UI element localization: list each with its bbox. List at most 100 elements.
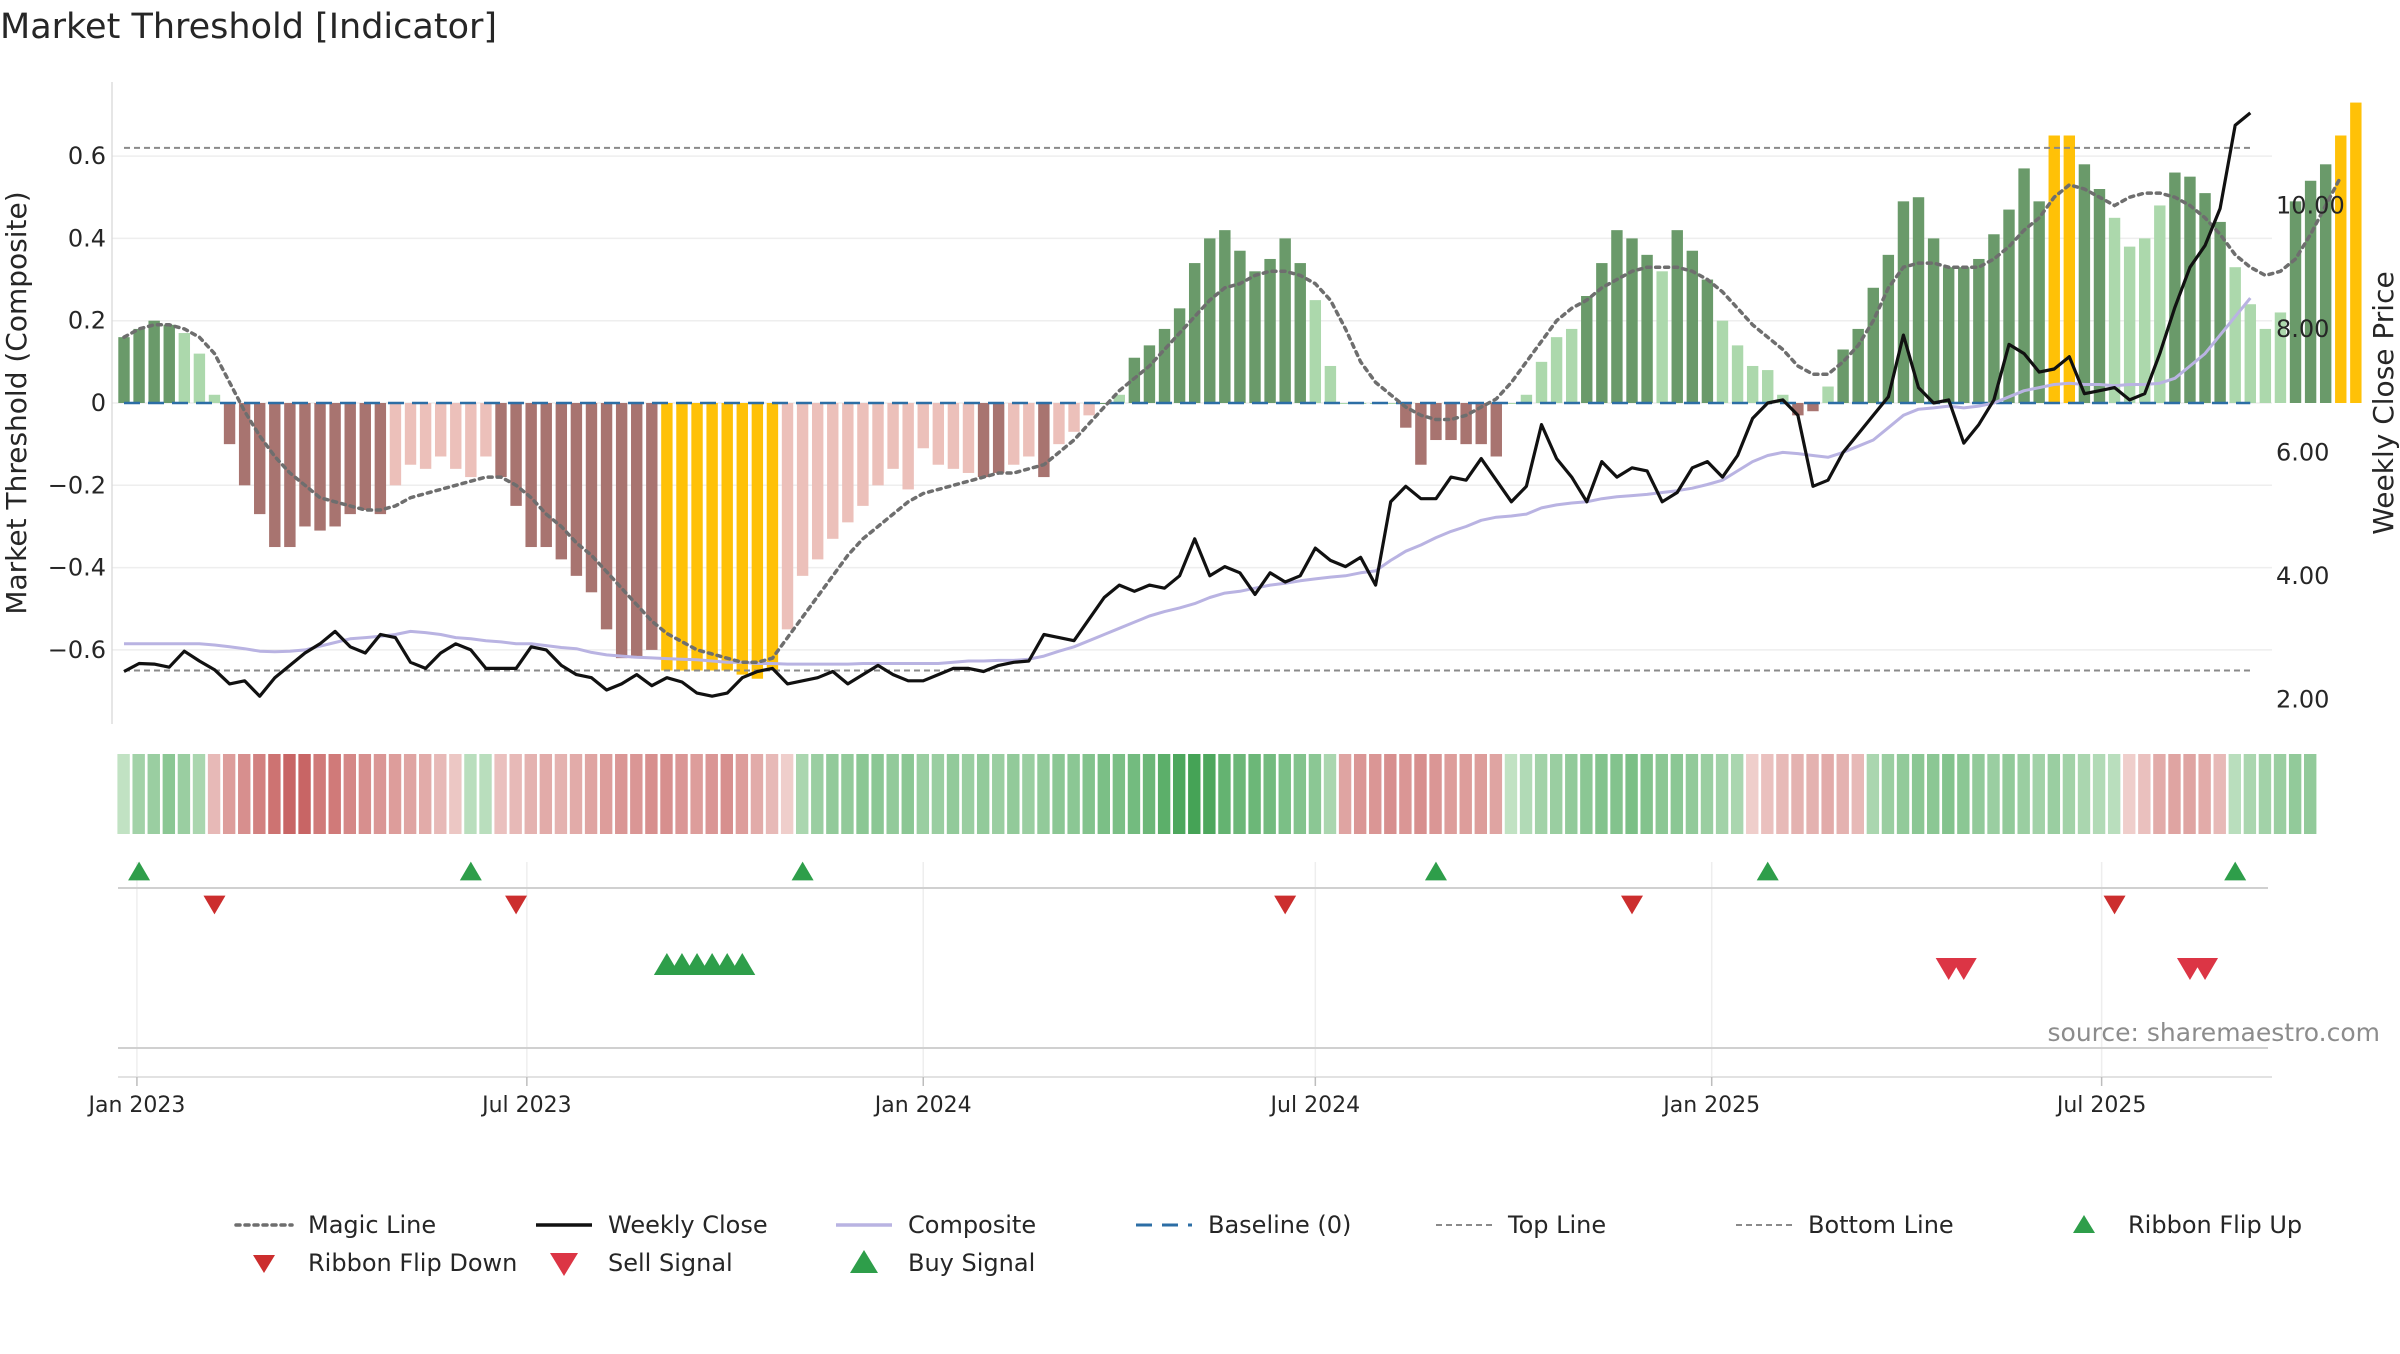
ribbon-cell (1489, 754, 1503, 834)
ribbon-cell (1519, 754, 1533, 834)
composite-bar (615, 403, 628, 659)
composite-bar (706, 403, 718, 671)
legend-label-composite: Composite (908, 1211, 1036, 1239)
sell-signal-marker (1950, 957, 1977, 981)
composite-bar (2229, 267, 2241, 403)
composite-bar (872, 403, 884, 486)
composite-bar (2350, 102, 2362, 403)
ribbon-cell (1353, 754, 1367, 834)
ribbon-cell (434, 754, 447, 834)
ribbon-cell (1670, 754, 1684, 834)
composite-bar (1958, 267, 1970, 403)
composite-bar (1656, 271, 1668, 403)
ribbon-flip-down-marker (2103, 895, 2126, 915)
legend-label-buy: Buy Signal (908, 1249, 1035, 1277)
right-tick-label: 10.00 (2276, 191, 2345, 219)
composite-line (124, 297, 2252, 666)
ribbon-cell (1776, 754, 1789, 834)
legend-symbol-flipdown (253, 1255, 275, 1273)
ribbon-cell (222, 754, 236, 834)
composite-bar (223, 403, 236, 445)
buy-signal-marker (729, 952, 756, 976)
ribbon-cell (1052, 754, 1065, 834)
composite-bar (796, 403, 809, 576)
signal-panels: Jan 2023 Jul 2023 Jan 2024 Jul 2024 Jan 2025… (86, 861, 2380, 1118)
ribbon-cell (826, 754, 839, 834)
main-panel: 0.6 0.4 0.2 0 −0.2 −0.4 −0.6 10.00 8.00 6.00 4.00… (0, 82, 2400, 724)
composite-bar (450, 403, 462, 469)
composite-bar (992, 403, 1005, 473)
ribbon-cell (1233, 754, 1246, 834)
composite-bar (1023, 403, 1035, 457)
ribbon-flip-up-marker (459, 861, 482, 881)
x-tick-label: Jan 2023 (86, 1093, 185, 1118)
composite-bar (691, 403, 703, 671)
ribbon-cell (1142, 754, 1156, 834)
ribbon-cell (1022, 754, 1035, 834)
composite-bar (555, 403, 568, 560)
composite-bar (1626, 238, 1638, 403)
ribbon-cell (599, 754, 613, 834)
ribbon-cell (856, 754, 869, 834)
x-tick-label: Jul 2025 (2055, 1093, 2147, 1118)
ribbon-cell (1203, 754, 1216, 834)
ribbon-cell (509, 754, 522, 834)
ribbon-cell (720, 754, 733, 834)
composite-bar (1249, 271, 1261, 403)
composite-bar (1535, 361, 1548, 403)
ribbon-cell (735, 754, 749, 834)
ribbon-cell (464, 754, 477, 834)
composite-bar (600, 403, 613, 630)
ribbon-cell (1067, 754, 1080, 834)
ribbon-cell (192, 754, 206, 834)
composite-bar (148, 320, 160, 403)
ribbon-cell (841, 754, 854, 834)
composite-bar (2154, 205, 2166, 403)
legend-symbol-sell (550, 1253, 578, 1276)
legend-symbol-flipup (2073, 1215, 2095, 1233)
ribbon-cell (1504, 754, 1518, 834)
ribbon-cell (358, 754, 372, 834)
ribbon-cell (419, 754, 432, 834)
composite-bar (1716, 320, 1729, 403)
ribbon-cell (2047, 754, 2061, 834)
composite-bar (1762, 370, 1774, 403)
ribbon-cell (2153, 754, 2166, 834)
composite-bar (299, 403, 311, 527)
ribbon-cell (1911, 754, 1925, 834)
ribbon-cell (1293, 754, 1307, 834)
composite-bar (540, 403, 552, 548)
ribbon-cell (1625, 754, 1638, 834)
composite-bar (2123, 246, 2136, 403)
ribbon-cell (946, 754, 960, 834)
left-tick-label: 0.4 (68, 224, 106, 252)
ribbon-cell (2017, 754, 2030, 834)
legend-label-bottom: Bottom Line (1808, 1211, 1954, 1239)
ribbon-cell (539, 754, 553, 834)
ribbon-cell (1550, 754, 1563, 834)
ribbon-strip (117, 754, 2317, 834)
ribbon-cell (343, 754, 356, 834)
left-axis-ticks: 0.6 0.4 0.2 0 −0.2 −0.4 −0.6 (48, 142, 106, 664)
ribbon-cell (901, 754, 914, 834)
left-axis-label: Market Threshold (Composite) (0, 191, 33, 614)
ribbon-cell (1399, 754, 1412, 834)
ribbon-cell (2273, 754, 2287, 834)
composite-bar (1219, 230, 1231, 403)
composite-bar (1701, 279, 1714, 403)
composite-bar (1234, 250, 1246, 403)
ribbon-cell (645, 754, 658, 834)
ribbon-cell (2062, 754, 2076, 834)
ribbon-cell (1715, 754, 1729, 834)
composite-bar (1852, 328, 1864, 403)
composite-bar (2335, 135, 2347, 403)
ribbon-cell (2032, 754, 2045, 834)
composite-bar (254, 403, 266, 515)
composite-bar (857, 403, 869, 506)
ribbon-cell (132, 754, 145, 834)
legend-label-baseline: Baseline (0) (1208, 1211, 1351, 1239)
composite-bar (646, 403, 658, 650)
ribbon-cell (1157, 754, 1171, 834)
composite-bar (163, 324, 175, 403)
